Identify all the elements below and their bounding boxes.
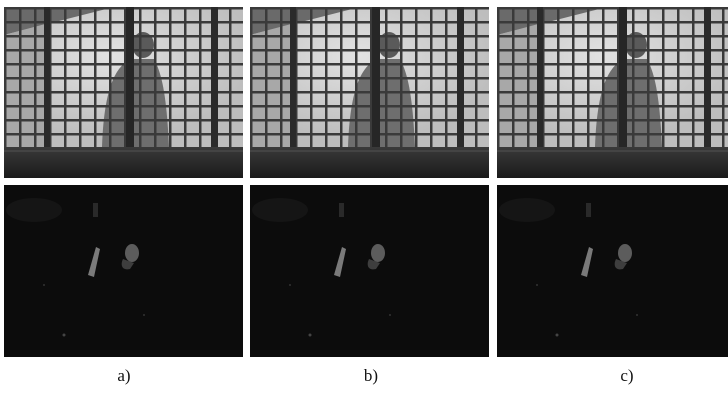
image-bottom-c [497, 185, 728, 357]
panel-label: c) [620, 366, 633, 385]
image-bottom-a [4, 185, 243, 357]
image-top-a [4, 7, 243, 178]
image-top-b [250, 7, 489, 178]
image-top-c [497, 7, 728, 178]
panel-label: a) [117, 366, 130, 385]
image-bottom-b [250, 185, 489, 357]
figure: a) b) c) [0, 0, 728, 396]
panel-label: b) [364, 366, 378, 385]
